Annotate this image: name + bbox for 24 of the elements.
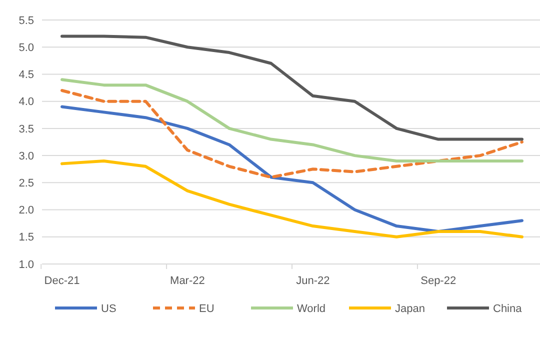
line-series <box>60 78 524 162</box>
y-tick-label: 2.5 <box>18 178 34 190</box>
y-tick-label: 5.0 <box>18 42 34 54</box>
y-tick-label: 4.0 <box>18 96 34 108</box>
x-tick-label: Mar-22 <box>170 275 205 287</box>
x-tick-label: Dec-21 <box>44 275 80 287</box>
legend-label: World <box>297 302 326 315</box>
y-tick-label: 3.0 <box>18 150 34 162</box>
y-tick-label: 1.0 <box>18 258 34 271</box>
y-tick-label: 4.5 <box>18 69 34 82</box>
legend-label: China <box>493 302 523 315</box>
x-tick-label: Jun-22 <box>296 275 330 287</box>
legend-label: US <box>101 302 116 315</box>
line-series <box>60 159 524 238</box>
legend-label: EU <box>199 302 214 315</box>
y-tick-label: 2.0 <box>18 204 34 217</box>
legend-label: Japan <box>395 302 425 315</box>
y-tick-label: 1.5 <box>18 232 34 244</box>
y-tick-label: 5.5 <box>18 14 34 27</box>
x-tick-label: Sep-22 <box>420 275 456 287</box>
line-series <box>60 105 524 233</box>
line-series <box>60 34 524 141</box>
line-series <box>60 88 524 179</box>
y-tick-label: 3.5 <box>18 123 34 136</box>
